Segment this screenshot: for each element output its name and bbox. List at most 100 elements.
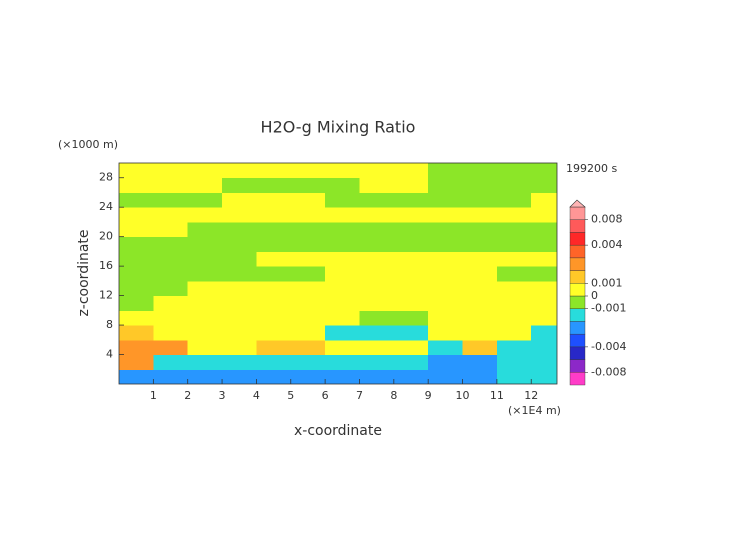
x-tick-label: 8 [390,389,397,402]
contour-cell [496,251,532,267]
contour-cell [290,295,326,311]
colorbar-swatch [569,321,586,335]
contour-cell [222,251,257,267]
contour-cell [187,221,223,238]
y-tick-label: 16 [99,259,113,272]
contour-cell [428,221,464,238]
contour-cell [359,207,395,223]
contour-field [119,163,557,384]
contour-cell [187,295,223,311]
contour-cell [428,192,464,208]
contour-cell [290,221,326,238]
contour-cell [153,339,189,356]
contour-cell [428,310,464,326]
contour-cell [496,310,532,326]
contour-cell [496,236,532,252]
contour-cell [119,177,154,193]
contour-cell [290,251,326,267]
axes: 1 2 3 4 5 6 7 8 9 10 11 124812162024280.0080.0040.0… [99,162,626,402]
contour-cell [393,325,429,341]
contour-cell [222,192,257,208]
contour-cell [462,207,498,223]
contour-cell [462,177,498,193]
contour-cell [359,266,395,282]
contour-cell [531,192,557,208]
y-unit: (×1000 m) [58,138,118,151]
contour-cell [325,163,360,179]
contour-cell [531,369,557,384]
y-axis-label: z-coordinate [76,229,92,316]
contour-cell [153,207,189,223]
contour-cell [393,310,429,326]
contour-cell [222,236,257,252]
contour-cell [119,192,154,208]
contour-cell [290,266,326,282]
contour-cell [256,266,292,282]
colorbar-swatch [569,283,586,297]
contour-cell [359,325,395,341]
contour-cell [222,163,257,179]
plot-frame [118,162,558,385]
contour-cell [119,266,154,282]
contour-cell [119,207,154,223]
colorbar-swatch [569,359,586,373]
contour-cell [187,325,223,341]
contour-cell [325,236,360,252]
contour-cell [153,236,189,252]
contour-cell [153,192,189,208]
contour-cell [325,192,360,208]
x-tick-label: 10 [456,389,470,402]
contour-cell [359,163,395,179]
contour-cell [119,325,154,341]
contour-cell [153,266,189,282]
contour-cell [359,369,395,384]
contour-cell [256,310,292,326]
y-tick-label: 28 [99,171,113,184]
contour-cell [222,354,257,370]
contour-cell [359,177,395,193]
contour-cell [153,177,189,193]
x-tick-label: 11 [490,389,504,402]
contour-cell [531,251,557,267]
contour-cell [153,280,189,297]
contour-cell [496,221,532,238]
contour-cell [187,266,223,282]
contour-cell [531,207,557,223]
colorbar-swatch [569,308,586,322]
contour-cell [222,221,257,238]
chart-title: H2O-g Mixing Ratio [261,118,416,137]
contour-cell [462,325,498,341]
contour-cell [531,295,557,311]
contour-cell [290,163,326,179]
contour-cell [531,354,557,370]
contour-cell [256,369,292,384]
contour-cell [153,310,189,326]
contour-cell [428,177,464,193]
contour-cell [290,339,326,356]
contour-cell [359,192,395,208]
contour-cell [222,369,257,384]
x-tick-label: 3 [219,389,226,402]
contour-cell [222,310,257,326]
colorbar-tick-label: 0.004 [591,238,623,251]
contour-cell [428,339,464,356]
contour-cell [531,339,557,356]
contour-cell [325,207,360,223]
contour-cell [256,221,292,238]
contour-cell [428,251,464,267]
contour-cell [359,310,395,326]
contour-cell [187,251,223,267]
contour-cell [359,354,395,370]
contour-cell [290,280,326,297]
contour-cell [222,207,257,223]
contour-cell [496,325,532,341]
contour-cell [222,266,257,282]
contour-cell [290,207,326,223]
contour-cell [393,339,429,356]
contour-cell [222,339,257,356]
contour-cell [325,354,360,370]
contour-cell [153,295,189,311]
contour-cell [187,236,223,252]
contour-cell [256,207,292,223]
contour-cell [428,354,464,370]
